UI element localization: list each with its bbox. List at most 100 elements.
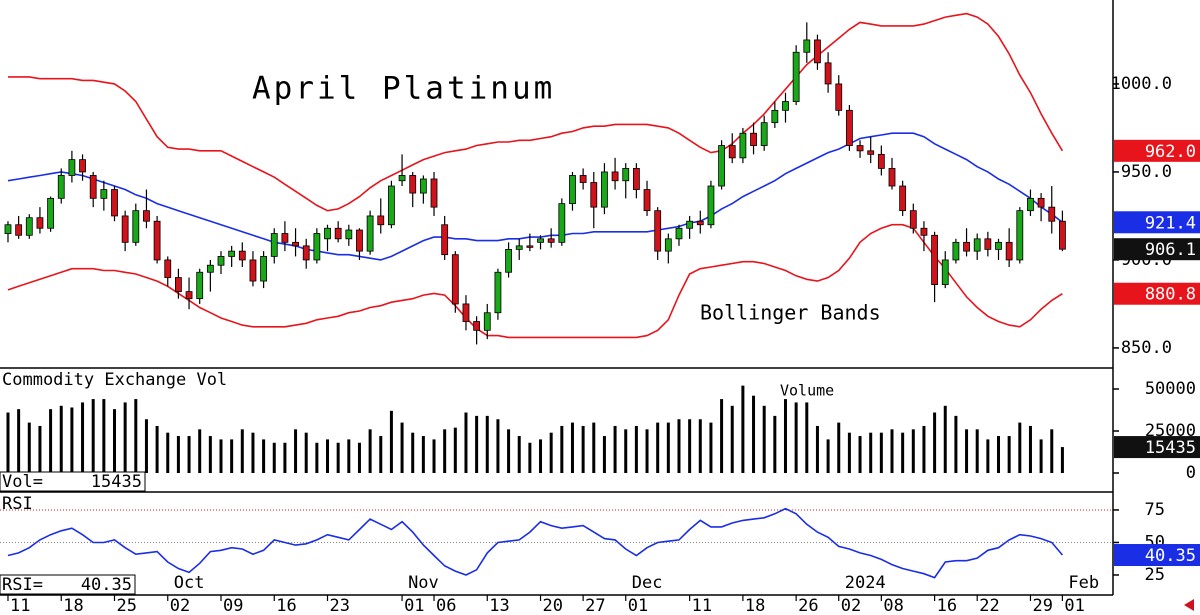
candle-body <box>686 220 694 229</box>
volume-bar <box>1007 436 1011 473</box>
last-value-box <box>1114 211 1200 234</box>
candle-body <box>728 145 736 159</box>
annotation: Volume <box>780 382 834 400</box>
volume-bar <box>762 405 766 473</box>
candle-body <box>1059 220 1066 250</box>
last-value-box <box>1114 238 1200 261</box>
candle-body <box>174 277 182 293</box>
candle-body <box>217 256 225 266</box>
candle-body <box>867 150 875 155</box>
candle-body <box>814 39 821 64</box>
volume-bar <box>17 409 21 473</box>
candle-body <box>537 238 544 243</box>
volume-bar <box>6 412 10 473</box>
chart-title: April Platinum <box>252 71 555 107</box>
last-value-label: 906.1 <box>1145 240 1196 260</box>
volume-bar <box>1039 439 1043 473</box>
last-value-box <box>1114 544 1200 567</box>
x-tick-label: 01 <box>404 596 424 615</box>
volume-bar <box>112 409 116 473</box>
last-value-label: 921.4 <box>1145 213 1196 233</box>
candle-body <box>430 178 438 208</box>
candle-body <box>398 175 406 182</box>
volume-bar <box>933 412 937 473</box>
volume-bar <box>528 442 532 473</box>
readout-label: Vol= <box>2 472 43 492</box>
candle-body <box>664 238 672 252</box>
volume-bar <box>613 425 617 473</box>
candle-body <box>856 145 864 152</box>
volume-bar <box>911 429 915 473</box>
candle-body <box>238 250 246 261</box>
candle-body <box>622 168 630 182</box>
x-tick-label: 01 <box>628 596 648 615</box>
volume-bar <box>70 407 74 473</box>
candle-body <box>302 245 310 261</box>
candle-body <box>601 171 608 208</box>
band-line <box>7 223 1063 339</box>
volume-bar <box>347 439 351 473</box>
volume-bar <box>1018 422 1022 473</box>
volume-bar <box>656 422 660 473</box>
scroll-arrow[interactable] <box>1184 599 1194 611</box>
volume-bar <box>240 429 244 473</box>
volume-bar <box>187 436 191 473</box>
candle-body <box>494 271 502 314</box>
volume-bar <box>294 429 298 473</box>
x-tick-label: 22 <box>979 596 999 615</box>
volume-bar <box>1028 425 1032 473</box>
candle-body <box>153 220 161 261</box>
candle-body <box>377 215 385 226</box>
month-label: Dec <box>632 573 663 593</box>
candle-body <box>526 245 534 248</box>
volume-bar <box>91 399 95 473</box>
candle-body <box>462 303 470 322</box>
candle-body <box>792 51 800 102</box>
volume-bar <box>155 425 159 473</box>
candle-body <box>68 159 76 176</box>
last-value-box <box>1114 139 1200 162</box>
volume-bar <box>421 436 425 473</box>
volume-bar <box>709 422 713 473</box>
volume-bar <box>389 410 393 473</box>
volume-bar <box>485 415 489 473</box>
candle-body <box>675 227 683 240</box>
volume-bar <box>443 429 447 473</box>
candle-body <box>973 238 981 252</box>
volume-bar <box>379 436 383 473</box>
candle-body <box>270 233 278 257</box>
candle-body <box>121 215 129 243</box>
candle-body <box>984 238 992 250</box>
candle-body <box>547 238 555 243</box>
volume-bar <box>1050 429 1054 473</box>
volume-bar <box>304 432 308 473</box>
candle-body <box>57 175 65 199</box>
candle-body <box>132 210 140 243</box>
volume-bar <box>230 439 234 473</box>
month-label: Oct <box>174 573 205 593</box>
volume-bar <box>975 429 979 473</box>
x-tick-label: 01 <box>1064 596 1084 615</box>
volume-bar <box>826 439 830 473</box>
volume-bar <box>208 436 212 473</box>
volume-bar <box>432 439 436 473</box>
candle-body <box>1048 206 1056 222</box>
volume-bar <box>81 402 85 473</box>
candle-body <box>313 233 321 261</box>
x-tick-label: 25 <box>116 596 136 615</box>
candle-body <box>292 241 299 247</box>
candle-body <box>579 175 587 183</box>
candle-body <box>419 178 427 194</box>
volume-bar <box>890 429 894 473</box>
volume-bar <box>134 399 138 473</box>
volume-bar <box>720 399 724 473</box>
candle-body <box>483 312 491 331</box>
candle-body <box>79 159 86 173</box>
band-line <box>8 12 1064 212</box>
candle-body <box>845 109 853 146</box>
last-value-label: 962.0 <box>1145 142 1196 162</box>
volume-bar <box>624 429 628 473</box>
volume-bar <box>272 442 276 473</box>
candle-body <box>47 197 54 229</box>
